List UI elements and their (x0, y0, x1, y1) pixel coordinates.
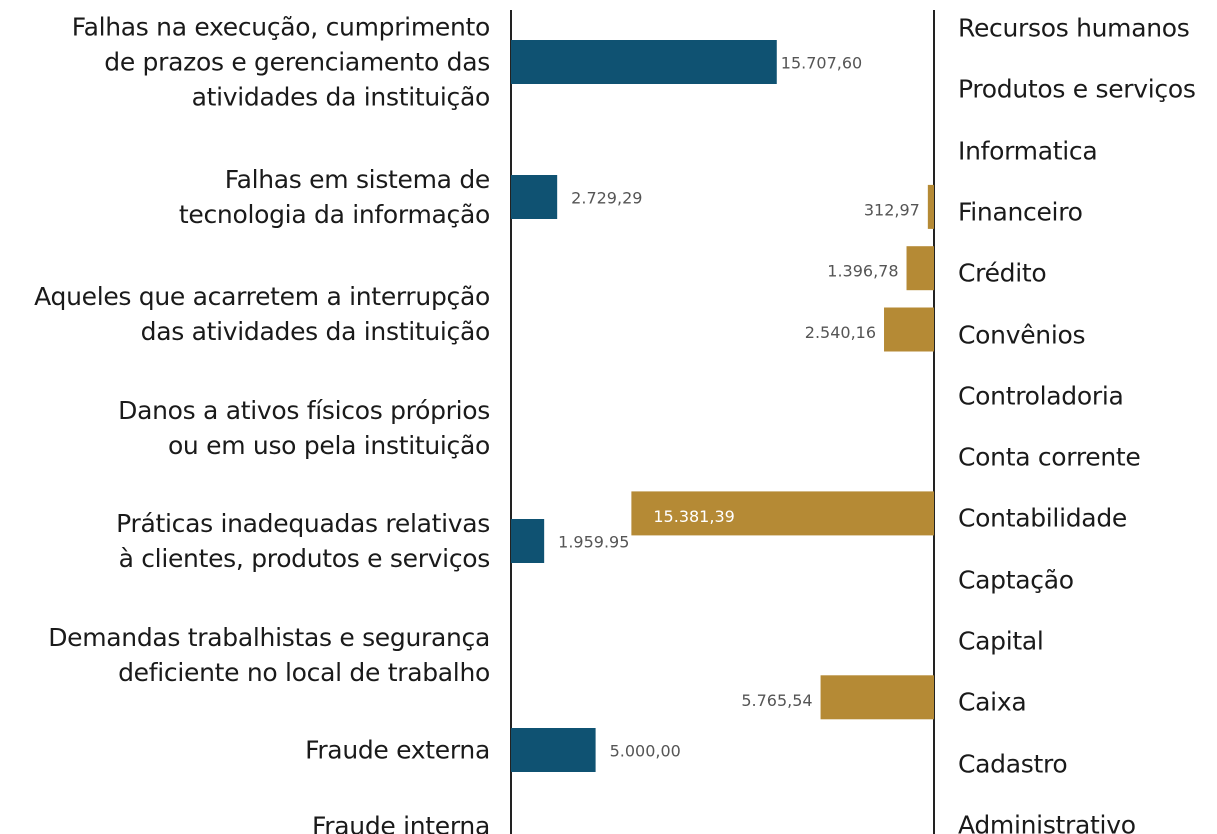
bar (820, 675, 934, 720)
category-label: Crédito (958, 258, 1047, 288)
value-label: 15.707,60 (781, 54, 862, 73)
value-label: 312,97 (864, 200, 920, 219)
category-label: Informatica (958, 136, 1098, 166)
category-label: Falhas na execução, cumprimento de prazo… (71, 12, 491, 112)
bar (511, 175, 558, 219)
category-label: Contabilidade (958, 503, 1127, 533)
value-label: 5.765,54 (741, 691, 812, 710)
category-label: Práticas inadequadas relativas à cliente… (116, 509, 490, 573)
category-label: Financeiro (958, 197, 1083, 227)
category-label: Danos a ativos físicos próprios ou em us… (118, 396, 490, 460)
category-label: Capital (958, 626, 1044, 656)
category-label: Captação (958, 565, 1074, 595)
bar (884, 307, 934, 352)
category-label: Controladoria (958, 381, 1124, 411)
category-label: Convênios (958, 320, 1086, 349)
category-label: Caixa (958, 687, 1027, 717)
category-label: Fraude interna (312, 811, 490, 834)
category-label: Administrativo (958, 810, 1136, 834)
category-label: Conta corrente (958, 442, 1141, 472)
value-label: 1.959.95 (558, 533, 629, 552)
category-label: Fraude externa (305, 735, 490, 765)
category-label: Recursos humanos (958, 13, 1190, 43)
category-label: Aqueles que acarretem a interrupção das … (34, 282, 490, 346)
category-label: Cadastro (958, 749, 1068, 779)
value-label: 2.729,29 (571, 189, 642, 208)
bar (631, 491, 934, 536)
value-label: 15.381,39 (653, 507, 734, 526)
value-label: 1.396,78 (827, 262, 898, 281)
bar (511, 40, 777, 84)
value-label: 5.000,00 (610, 742, 681, 761)
category-label: Produtos e serviços (958, 74, 1196, 104)
category-label: Falhas em sistema de tecnologia da infor… (178, 165, 490, 229)
bar (927, 184, 934, 229)
bar (511, 728, 596, 772)
bar (511, 519, 545, 563)
category-label: Demandas trabalhistas e segurança defici… (48, 623, 490, 687)
bar (906, 246, 934, 291)
value-label: 2.540,16 (805, 323, 876, 342)
